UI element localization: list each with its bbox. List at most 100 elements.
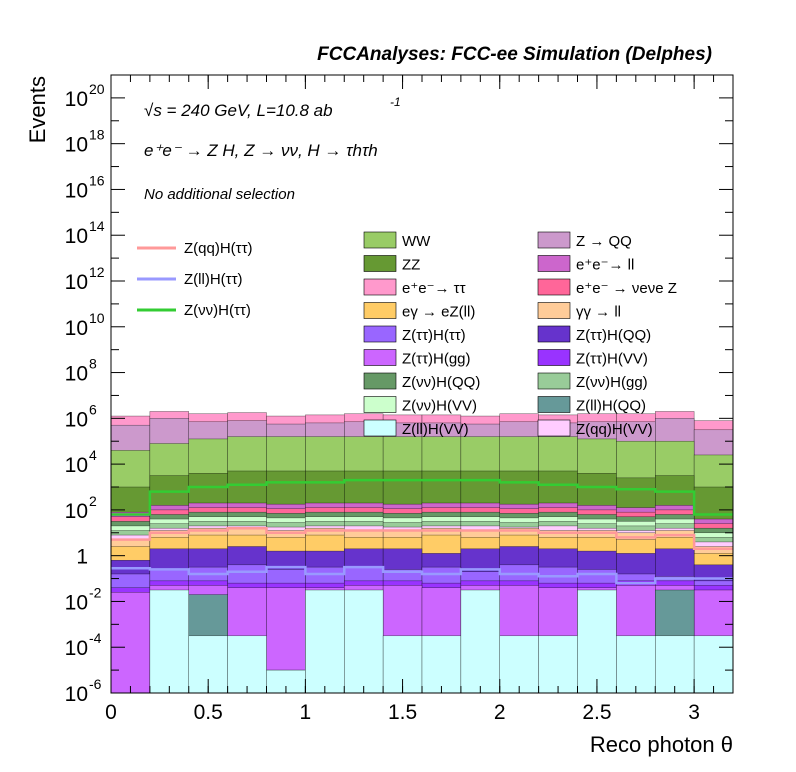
legend-bkg-swatch: [537, 372, 571, 390]
y-tick-label: 10: [65, 683, 88, 706]
legend-bkg-swatch: [363, 302, 397, 319]
legend-bkg-label: WW: [402, 233, 431, 250]
stack-bar: [693, 635, 734, 694]
legend-bkg-label: Z(ll)H(QQ): [576, 398, 646, 415]
legend-bkg-swatch: [537, 255, 571, 272]
stack-layer-0: [149, 589, 734, 694]
y-tick-exponent: 6: [89, 401, 97, 417]
legend-bkg-label: Z(ττ)H(VV): [576, 351, 648, 368]
legend-bkg-label: Z → QQ: [576, 233, 632, 250]
y-tick-label: 10: [65, 454, 88, 477]
legend-bkg-swatch: [537, 302, 571, 319]
stack-bar: [227, 635, 267, 694]
ylabel: Events: [25, 76, 50, 143]
signal-lines: [111, 478, 733, 585]
legend-bkg-label: e⁺e⁻ → νeνe Z: [576, 280, 677, 297]
stack-bar: [149, 589, 189, 694]
legend-bkg-label: ZZ: [402, 257, 420, 274]
x-tick-label: 3: [688, 701, 700, 724]
stack-bar: [616, 635, 656, 694]
stack-bar: [344, 589, 384, 694]
legend-bkg-swatch: [537, 325, 571, 343]
y-tick-label: 10: [65, 637, 88, 660]
legend-bkg-swatch: [537, 231, 571, 249]
background-legend: WW Z → QQ ZZ e⁺e⁻→ ll e⁺e⁻→ ττ e⁺e⁻ → νeνe Z e…: [363, 231, 677, 438]
legend-bkg-swatch: [363, 396, 397, 413]
legend-bkg-label: Z(νν)H(VV): [402, 398, 477, 415]
legend-bkg-label: e⁺e⁻→ ll: [576, 257, 634, 274]
legend-signal-label: Z(νν)H(ττ): [184, 302, 251, 319]
energy-lumi-text: √s = 240 GeV, L=10.8 ab: [144, 101, 333, 120]
x-tick-label: 1.5: [388, 701, 417, 724]
chart-title: FCCAnalyses: FCC-ee Simulation (Delphes): [317, 44, 712, 65]
x-tick-label: 1: [300, 701, 312, 724]
x-tick-label: 2.5: [582, 701, 611, 724]
y-tick-exponent: 4: [89, 447, 97, 463]
legend-signal-label: Z(ll)H(ττ): [184, 271, 243, 288]
y-tick-label: 10: [65, 271, 88, 294]
y-tick-exponent: -4: [89, 630, 102, 646]
stack-bar: [305, 589, 345, 694]
x-tick-label: 0.5: [194, 701, 223, 724]
selection-text: No additional selection: [144, 186, 295, 203]
legend-bkg-swatch: [363, 419, 397, 437]
signal-line-2: [111, 478, 733, 516]
energy-lumi-sup: -1: [390, 95, 401, 109]
legend-bkg-label: Z(ττ)H(ττ): [402, 327, 466, 344]
stack-bar: [538, 635, 578, 694]
y-tick-exponent: 18: [89, 127, 105, 143]
legend-bkg-swatch: [363, 325, 397, 343]
legend-bkg-label: γγ → ll: [576, 304, 621, 321]
background-stack: [110, 411, 734, 694]
legend-bkg-swatch: [537, 349, 571, 366]
stack-bar: [577, 589, 617, 694]
y-tick-exponent: 16: [89, 172, 105, 188]
legend-bkg-swatch: [363, 278, 397, 296]
y-tick-label: 1: [76, 546, 88, 569]
y-tick-exponent: -6: [89, 676, 102, 692]
stack-bar: [499, 635, 539, 694]
stack-bar: [460, 589, 500, 694]
signal-line-0: [111, 526, 733, 551]
y-tick-label: 10: [65, 317, 88, 340]
legend-signal-label: Z(qq)H(ττ): [184, 240, 253, 257]
y-tick-label: 10: [65, 500, 88, 523]
y-tick-exponent: 14: [89, 218, 105, 234]
legend-bkg-swatch: [537, 396, 571, 413]
process-text: e⁺e⁻ → Z H, Z → νν, H → τhτh: [144, 141, 378, 160]
signal-legend: Z(qq)H(ττ) Z(ll)H(ττ) Z(νν)H(ττ): [137, 240, 253, 319]
legend-bkg-swatch: [363, 349, 397, 366]
stack-bar: [110, 592, 151, 694]
legend-bkg-label: Z(qq)H(VV): [576, 421, 653, 438]
legend-bkg-label: Z(ττ)H(gg): [402, 351, 471, 368]
y-tick-exponent: 20: [89, 81, 105, 97]
legend-bkg-label: eγ → eZ(ll): [402, 304, 475, 321]
legend-bkg-label: Z(νν)H(gg): [576, 374, 648, 391]
x-tick-label: 2: [494, 701, 506, 724]
y-tick-exponent: 2: [89, 493, 97, 509]
y-tick-exponent: -2: [89, 584, 102, 600]
legend-bkg-swatch: [363, 231, 397, 249]
y-tick-label: 10: [65, 179, 88, 202]
y-tick-label: 10: [65, 591, 88, 614]
legend-bkg-swatch: [537, 419, 571, 437]
x-tick-label: 0: [105, 701, 117, 724]
stack-bar: [655, 635, 695, 694]
legend-bkg-swatch: [363, 255, 397, 272]
legend-bkg-swatch: [537, 278, 571, 296]
y-tick-label: 10: [65, 363, 88, 386]
legend-bkg-label: Z(ττ)H(QQ): [576, 327, 651, 344]
y-tick-label: 10: [65, 225, 88, 248]
legend-bkg-label: Z(ll)H(VV): [402, 421, 469, 438]
y-tick-exponent: 12: [89, 264, 105, 280]
legend-bkg-label: Z(νν)H(QQ): [402, 374, 480, 391]
y-tick-exponent: 10: [89, 310, 105, 326]
y-tick-label: 10: [65, 88, 88, 111]
signal-line-1: [111, 565, 733, 585]
legend-bkg-label: e⁺e⁻→ ττ: [402, 280, 466, 297]
xlabel: Reco photon θ: [590, 732, 733, 757]
stack-bar: [421, 635, 462, 694]
y-tick-label: 10: [65, 408, 88, 431]
